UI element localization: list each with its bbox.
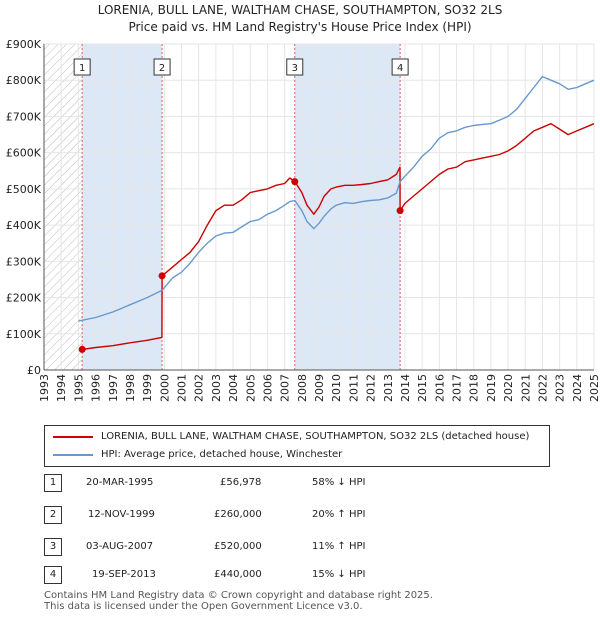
x-tick-label: 2024 xyxy=(571,374,584,402)
x-tick-label: 2025 xyxy=(588,374,600,402)
x-tick-label: 2023 xyxy=(554,374,567,402)
x-tick-label: 2021 xyxy=(519,374,532,402)
ownership-shade xyxy=(82,44,163,370)
sale-hpi-diff: 11% ↑ HPI xyxy=(312,541,366,552)
sale-price: £520,000 xyxy=(214,541,262,552)
x-tick-label: 2012 xyxy=(365,374,378,402)
x-tick-label: 1996 xyxy=(90,374,103,402)
sale-number: 1 xyxy=(44,474,62,492)
sale-price: £260,000 xyxy=(214,509,262,520)
sale-row: 3 03-AUG-2007 £520,000 11% ↑ HPI xyxy=(44,538,564,558)
sale-date: 19-SEP-2013 xyxy=(92,569,156,580)
x-tick-label: 2014 xyxy=(399,374,412,402)
sale-row: 2 12-NOV-1999 £260,000 20% ↑ HPI xyxy=(44,506,564,526)
x-tick-label: 2004 xyxy=(227,374,240,402)
x-tick-label: 2009 xyxy=(313,374,326,402)
property-price-line xyxy=(82,122,595,351)
x-tick-label: 1997 xyxy=(107,374,120,402)
legend-label-property: LORENIA, BULL LANE, WALTHAM CHASE, SOUTH… xyxy=(101,431,530,442)
sale-marker xyxy=(158,272,166,280)
y-tick-label: £400K xyxy=(6,219,42,232)
x-tick-label: 1995 xyxy=(72,374,85,402)
y-tick-label: £100K xyxy=(6,328,42,341)
sale-label: 2 xyxy=(159,63,165,74)
footer-licence: This data is licensed under the Open Gov… xyxy=(44,601,363,612)
sale-date: 12-NOV-1999 xyxy=(88,509,155,520)
x-tick-label: 2011 xyxy=(347,374,360,402)
sale-row: 1 20-MAR-1995 £56,978 58% ↓ HPI xyxy=(44,474,564,494)
x-tick-label: 2022 xyxy=(536,374,549,402)
sale-label-box xyxy=(73,58,91,76)
x-tick-label: 2016 xyxy=(433,374,446,402)
x-tick-label: 2015 xyxy=(416,374,429,402)
x-tick-label: 2008 xyxy=(296,374,309,402)
sale-label-box xyxy=(153,58,171,76)
sale-date: 20-MAR-1995 xyxy=(86,477,154,488)
sale-label: 1 xyxy=(79,63,85,74)
sale-marker xyxy=(396,207,404,215)
x-tick-label: 1999 xyxy=(141,374,154,402)
y-tick-label: £700K xyxy=(6,110,42,123)
x-tick-label: 2003 xyxy=(210,374,223,402)
x-tick-label: 2001 xyxy=(176,374,189,402)
legend: LORENIA, BULL LANE, WALTHAM CHASE, SOUTH… xyxy=(44,425,550,467)
legend-label-hpi: HPI: Average price, detached house, Winc… xyxy=(101,449,343,460)
x-tick-label: 2002 xyxy=(193,374,206,402)
sale-label: 4 xyxy=(397,63,403,74)
sale-marker xyxy=(78,345,86,353)
sale-label: 3 xyxy=(292,63,298,74)
x-tick-label: 2020 xyxy=(502,374,515,402)
x-tick-label: 2017 xyxy=(451,374,464,402)
price-chart: 1 2 3 4 £0 £100K £200K £300K £400K £500K £600K £700… xyxy=(6,38,600,402)
chart-subtitle: Price paid vs. HM Land Registry's House … xyxy=(128,20,472,34)
x-tick-label: 2006 xyxy=(261,374,274,402)
x-tick-label: 1998 xyxy=(124,374,137,402)
sale-hpi-diff: 20% ↑ HPI xyxy=(312,509,366,520)
x-tick-label: 2013 xyxy=(382,374,395,402)
sale-row: 4 19-SEP-2013 £440,000 15% ↓ HPI xyxy=(44,566,564,586)
y-tick-label: £0 xyxy=(27,364,41,377)
sale-number: 3 xyxy=(44,538,62,556)
chart-title: LORENIA, BULL LANE, WALTHAM CHASE, SOUTH… xyxy=(97,3,503,17)
sale-date: 03-AUG-2007 xyxy=(86,541,154,552)
footer-copyright: Contains HM Land Registry data © Crown c… xyxy=(44,590,433,601)
sale-number: 2 xyxy=(44,506,62,524)
y-tick-label: £300K xyxy=(6,255,42,268)
sale-price: £56,978 xyxy=(220,477,262,488)
footer: Contains HM Land Registry data © Crown c… xyxy=(44,590,433,612)
y-tick-label: £500K xyxy=(6,183,42,196)
legend-swatch-property xyxy=(53,436,93,438)
sale-price: £440,000 xyxy=(214,569,262,580)
hpi-line xyxy=(78,75,595,322)
x-tick-label: 1994 xyxy=(55,374,68,402)
x-tick-label: 2019 xyxy=(485,374,498,402)
x-tick-label: 2010 xyxy=(330,374,343,402)
x-tick-label: 1993 xyxy=(38,374,51,402)
sale-label-box xyxy=(286,58,304,76)
sale-label-box xyxy=(391,58,409,76)
y-tick-label: £800K xyxy=(6,74,42,87)
sale-hpi-diff: 58% ↓ HPI xyxy=(312,477,366,488)
y-tick-label: £200K xyxy=(6,292,42,305)
y-tick-label: £600K xyxy=(6,147,42,160)
legend-swatch-hpi xyxy=(53,454,93,456)
x-tick-label: 2000 xyxy=(158,374,171,402)
x-tick-label: 2005 xyxy=(244,374,257,402)
y-tick-label: £900K xyxy=(6,38,42,51)
ownership-shade xyxy=(294,44,401,370)
x-tick-label: 2007 xyxy=(279,374,292,402)
x-tick-label: 2018 xyxy=(468,374,481,402)
sale-number: 4 xyxy=(44,566,62,584)
sale-marker xyxy=(291,178,299,186)
sale-hpi-diff: 15% ↓ HPI xyxy=(312,569,366,580)
hatched-region xyxy=(44,44,83,370)
